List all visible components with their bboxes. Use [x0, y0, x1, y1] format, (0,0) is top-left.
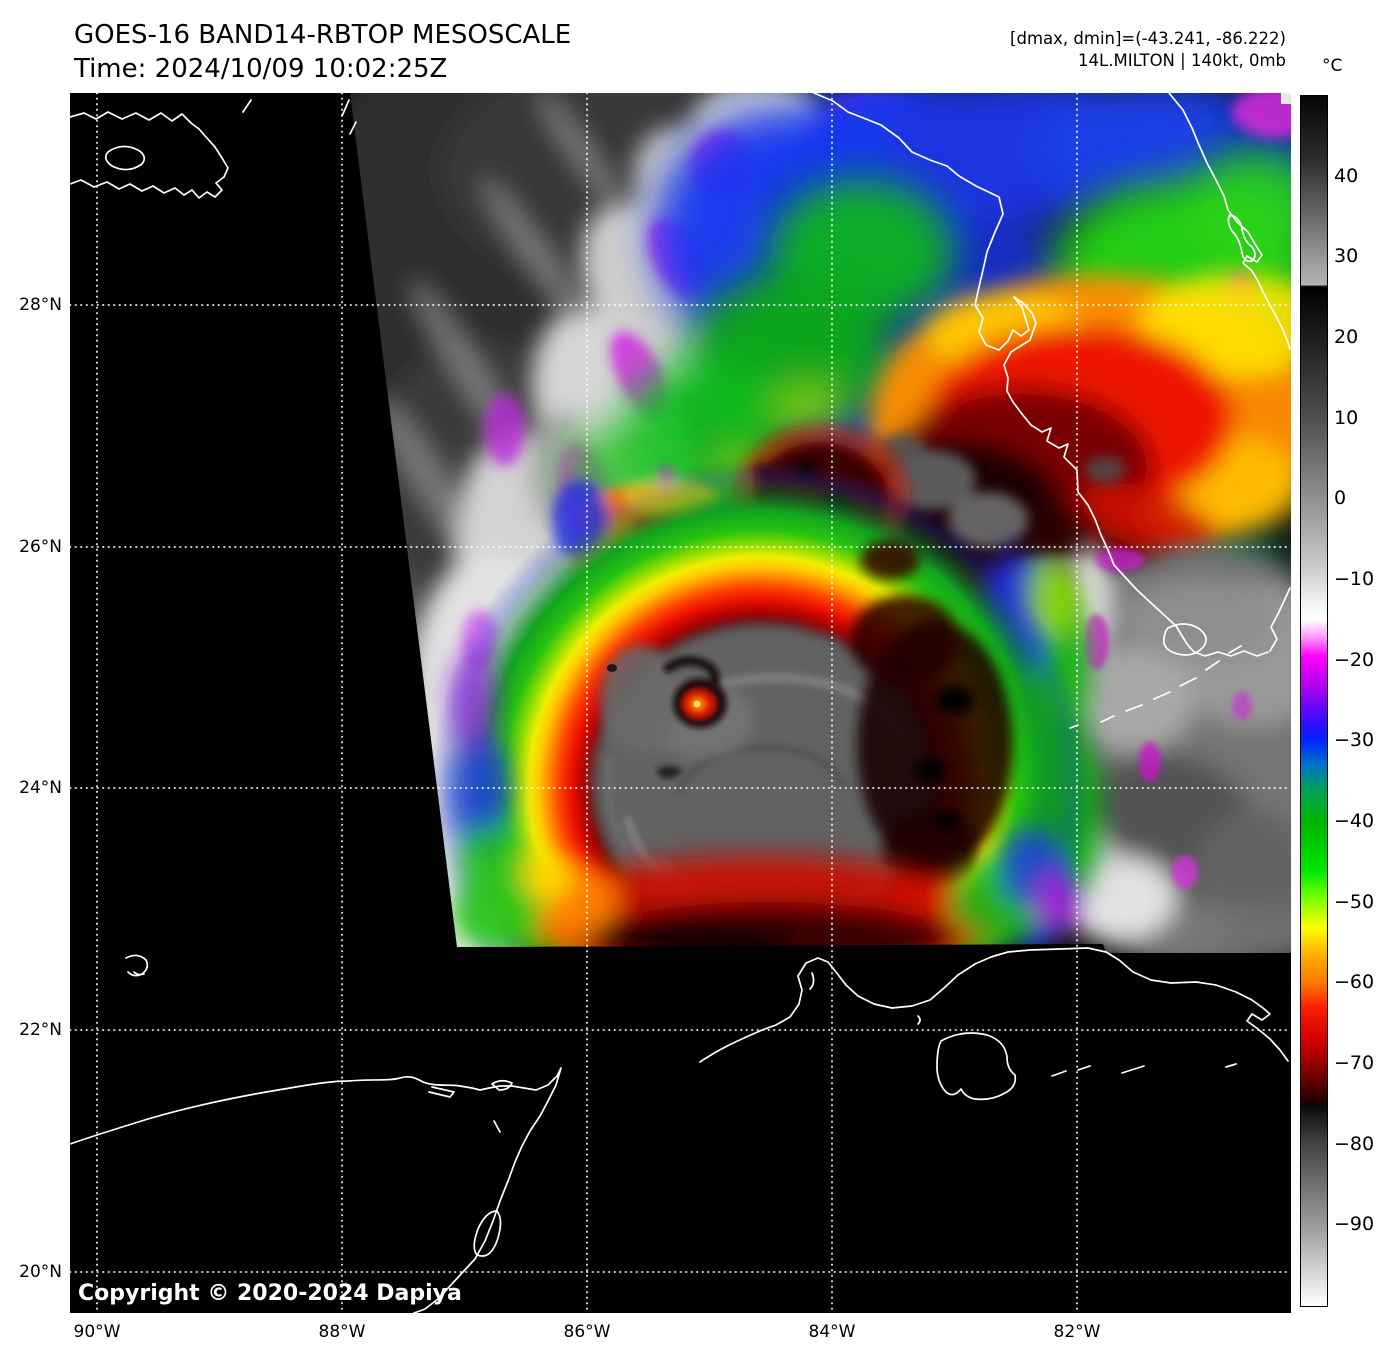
colorbar-tick: −90 [1334, 1213, 1375, 1235]
colorbar-tick: −20 [1334, 649, 1375, 671]
satellite-imagery [70, 93, 1291, 1313]
colorbar-tick: −10 [1334, 568, 1375, 590]
hurricane-east-black-ring [850, 540, 1013, 890]
lon-tick-86w: 86°W [563, 1322, 611, 1342]
satellite-map-canvas [70, 93, 1291, 1313]
colorbar-tick: −50 [1334, 891, 1375, 913]
colorbar-tick: −80 [1334, 1133, 1375, 1155]
copyright-text: Copyright © 2020-2024 Dapiya [78, 1281, 462, 1306]
lat-tick-24n: 24°N [19, 778, 62, 798]
figure-title-block: GOES-16 BAND14-RBTOP MESOSCALE Time: 202… [74, 18, 571, 86]
lon-tick-84w: 84°W [808, 1322, 856, 1342]
dmax-dmin-annotation: [dmax, dmin]=(-43.241, -86.222) [1010, 29, 1286, 48]
lat-tick-26n: 26°N [19, 537, 62, 557]
gray-purple-speckles [1083, 548, 1252, 889]
temperature-colorbar [1300, 95, 1328, 1307]
lat-tick-28n: 28°N [19, 295, 62, 315]
colorbar-tick: 0 [1334, 487, 1347, 509]
lat-tick-22n: 22°N [19, 1020, 62, 1040]
figure-title: GOES-16 BAND14-RBTOP MESOSCALE [74, 20, 572, 50]
hurricane-eye [663, 656, 727, 728]
lon-tick-90w: 90°W [73, 1322, 121, 1342]
lon-tick-88w: 88°W [318, 1322, 366, 1342]
colorbar-tick: 20 [1334, 326, 1359, 348]
colorbar-tick: 30 [1334, 245, 1359, 267]
coastline-florida [813, 93, 1291, 729]
figure-annotations: [dmax, dmin]=(-43.241, -86.222) 14L.MILT… [1010, 28, 1286, 72]
coastline-alacranes [125, 954, 149, 977]
coastline-cuba [699, 947, 1289, 1101]
coastline-yucatan [70, 1067, 562, 1313]
lat-tick-20n: 20°N [19, 1262, 62, 1282]
colorbar-tick: 40 [1334, 165, 1359, 187]
storm-annotation: 14L.MILTON | 140kt, 0mb [1078, 51, 1286, 70]
colorbar-tick: −30 [1334, 729, 1375, 751]
colorbar-tick: 10 [1334, 407, 1359, 429]
colorbar-tick: −70 [1334, 1052, 1375, 1074]
graticule [70, 93, 1291, 1313]
corner-pixel [1281, 93, 1291, 104]
coastline-louisiana [70, 99, 357, 199]
colorbar-units-label: °C [1322, 56, 1343, 76]
colorbar-tick: −40 [1334, 810, 1375, 832]
lon-tick-82w: 82°W [1053, 1322, 1101, 1342]
figure-timestamp: Time: 2024/10/09 10:02:25Z [74, 54, 448, 84]
colorbar-tick: −60 [1334, 971, 1375, 993]
